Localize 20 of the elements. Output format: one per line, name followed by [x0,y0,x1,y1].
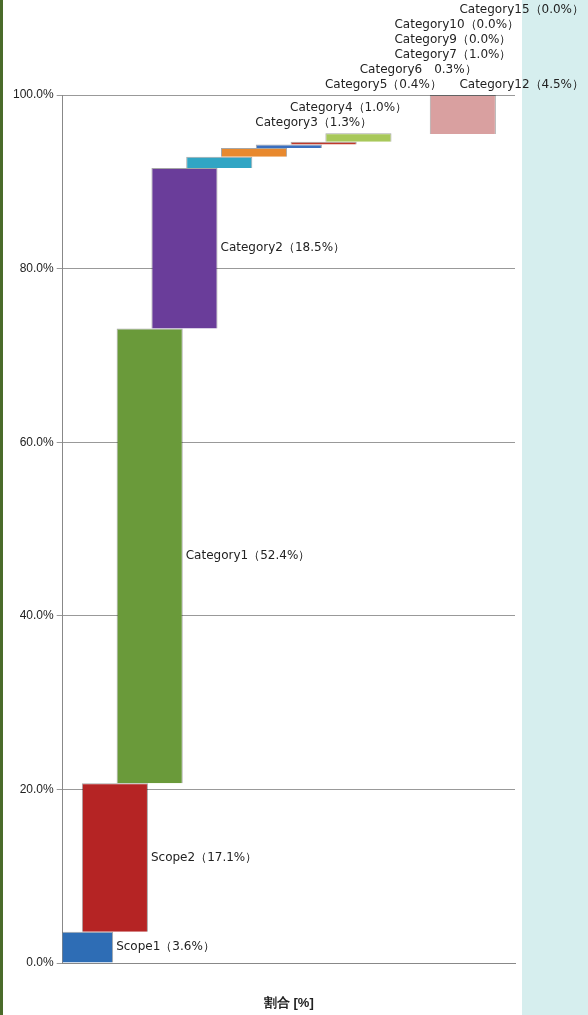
y-tick-label: 20.0% [19,781,55,796]
annotation: Category1（52.4%） [185,548,311,563]
annotation: Scope2（17.1%） [150,849,258,864]
y-tick-label: 100.0% [13,87,55,102]
text: Category10（0.0%） [394,17,520,32]
y-tick-label: 80.0% [19,260,55,275]
text: Category6 0.3%） [359,62,477,77]
annotation: Category3（1.3%） [255,115,373,130]
y-tick-label: 60.0% [19,434,55,449]
y-tick-label: 0.0% [26,955,55,970]
x-axis-title: 割合 [%] [262,994,314,1010]
y-tick-label: 40.0% [19,608,55,623]
text: Category12（4.5%） [459,77,585,92]
text: Category7（1.0%） [394,47,512,62]
text: Category5（0.4%） [324,77,442,92]
annotation: Category2（18.5%） [220,240,346,255]
annotation: Scope1（3.6%） [116,939,215,954]
annotation: Category4（1.0%） [290,100,408,115]
text: Category15（0.0%） [459,2,585,17]
text: Category9（0.0%） [394,32,512,47]
